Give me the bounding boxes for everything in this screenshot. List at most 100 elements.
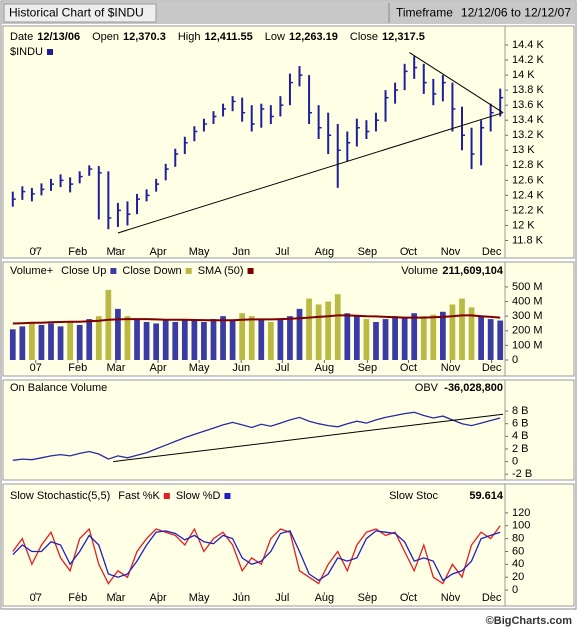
y-tick-label: 11.8 K — [512, 234, 544, 246]
x-tick-label: Oct — [400, 592, 417, 604]
x-tick-label: Feb — [68, 246, 87, 258]
series-line — [12, 411, 501, 461]
panel-title: On Balance Volume — [10, 382, 107, 394]
x-tick-label: Dec — [482, 592, 502, 604]
x-tick-label: Aug — [315, 362, 335, 374]
y-tick-label: 8 B — [512, 405, 529, 417]
panel-background — [2, 379, 575, 481]
volume-bar — [38, 324, 45, 360]
volume-bar — [162, 320, 169, 360]
x-tick-label: Sep — [358, 362, 378, 374]
plot-area — [12, 525, 501, 585]
volume-bar — [487, 319, 494, 360]
x-tick-label: Jun — [232, 246, 250, 258]
readout-label: Close — [350, 31, 378, 43]
y-tick-label: 14 K — [512, 69, 535, 81]
volume-bar — [134, 319, 140, 360]
y-tick-label: 120 — [512, 507, 530, 519]
y-tick-label: 14.2 K — [512, 54, 544, 66]
legend-label: Close Down — [122, 265, 181, 277]
readout-value: 12,263.19 — [289, 31, 338, 43]
y-tick-label: 40 — [512, 558, 524, 570]
legend-label: SMA (50) — [198, 265, 244, 277]
plot-area — [11, 52, 504, 234]
x-tick-label: Mar — [107, 362, 126, 374]
y-tick-label: 13.4 K — [512, 114, 544, 126]
readout-label: Volume — [401, 265, 438, 277]
volume-bar — [210, 319, 217, 360]
volume-bar — [115, 308, 121, 360]
series-line — [12, 525, 501, 585]
legend-swatch — [47, 49, 54, 55]
x-tick-label: Apr — [149, 362, 166, 374]
x-tick-label: Nov — [441, 362, 461, 374]
plot-area — [9, 289, 504, 360]
legend-label: Slow %D — [176, 490, 221, 502]
volume-bar — [124, 316, 131, 360]
sma-line — [12, 314, 501, 325]
x-tick-label: Sep — [358, 592, 378, 604]
title-box — [3, 3, 157, 23]
x-tick-label: Jun — [232, 362, 250, 374]
panel-background — [2, 483, 575, 607]
y-tick-label: 13.6 K — [512, 99, 544, 111]
y-tick-label: 6 B — [512, 418, 529, 430]
y-tick-label: 14.4 K — [512, 39, 544, 51]
chart-title: Historical Chart of $INDU — [9, 6, 144, 20]
volume-bar — [306, 298, 312, 360]
panel-background — [2, 25, 575, 259]
legend-label: Close Up — [61, 265, 106, 277]
volume-bar — [296, 308, 303, 360]
y-tick-label: 2 B — [512, 443, 529, 455]
volume-bar — [449, 304, 456, 360]
readout-label: Open — [92, 31, 119, 43]
legend-swatch — [224, 493, 231, 499]
x-tick-label: 07 — [30, 362, 42, 374]
legend-label: $INDU — [10, 46, 43, 58]
timeframe: 12/12/06 to 12/12/07 — [461, 6, 571, 20]
readout-value: 211,609,104 — [442, 265, 503, 277]
y-tick-label: 13 K — [512, 144, 535, 156]
x-tick-label: Mar — [107, 246, 126, 258]
x-tick-label: Apr — [149, 246, 166, 258]
volume-bar — [229, 320, 236, 360]
x-tick-label: 07 — [30, 592, 42, 604]
volume-bar — [48, 323, 54, 360]
y-tick-label: 12 K — [512, 219, 535, 231]
y-tick-label: 300 M — [512, 310, 543, 322]
readout-value: 12,317.5 — [382, 31, 425, 43]
volume-bar — [267, 322, 274, 360]
legend-swatch — [163, 493, 170, 499]
readout-value: 12,411.55 — [204, 31, 252, 43]
panel-title: Volume+ — [10, 265, 53, 277]
volume-bar — [363, 319, 370, 360]
panel-title: Slow Stochastic(5,5) — [10, 490, 110, 502]
y-tick-label: 400 M — [512, 295, 543, 307]
volume-bar — [478, 316, 484, 360]
volume-bar — [239, 313, 246, 360]
volume-bar — [315, 304, 322, 360]
volume-bar — [440, 311, 446, 360]
y-tick-label: 60 — [512, 545, 524, 557]
volume-bar — [248, 316, 255, 360]
volume-bar — [497, 320, 504, 360]
y-tick-label: 4 B — [512, 430, 529, 442]
volume-bar — [57, 326, 64, 360]
volume-bar — [191, 320, 198, 360]
x-tick-label: Nov — [441, 246, 461, 258]
volume-bar — [86, 319, 93, 360]
volume-bar — [287, 316, 293, 360]
trendline — [117, 112, 504, 234]
x-tick-label: Oct — [400, 246, 417, 258]
volume-bar — [468, 307, 475, 360]
volume-bar — [181, 319, 188, 360]
x-tick-label: Feb — [68, 362, 87, 374]
readout-value: 59.614 — [469, 490, 504, 502]
volume-bar — [19, 326, 26, 360]
volume-bar — [258, 319, 265, 360]
x-tick-label: Jul — [275, 592, 289, 604]
volume-bar — [325, 301, 332, 360]
trendline — [113, 413, 504, 463]
x-tick-label: 07 — [30, 246, 42, 258]
